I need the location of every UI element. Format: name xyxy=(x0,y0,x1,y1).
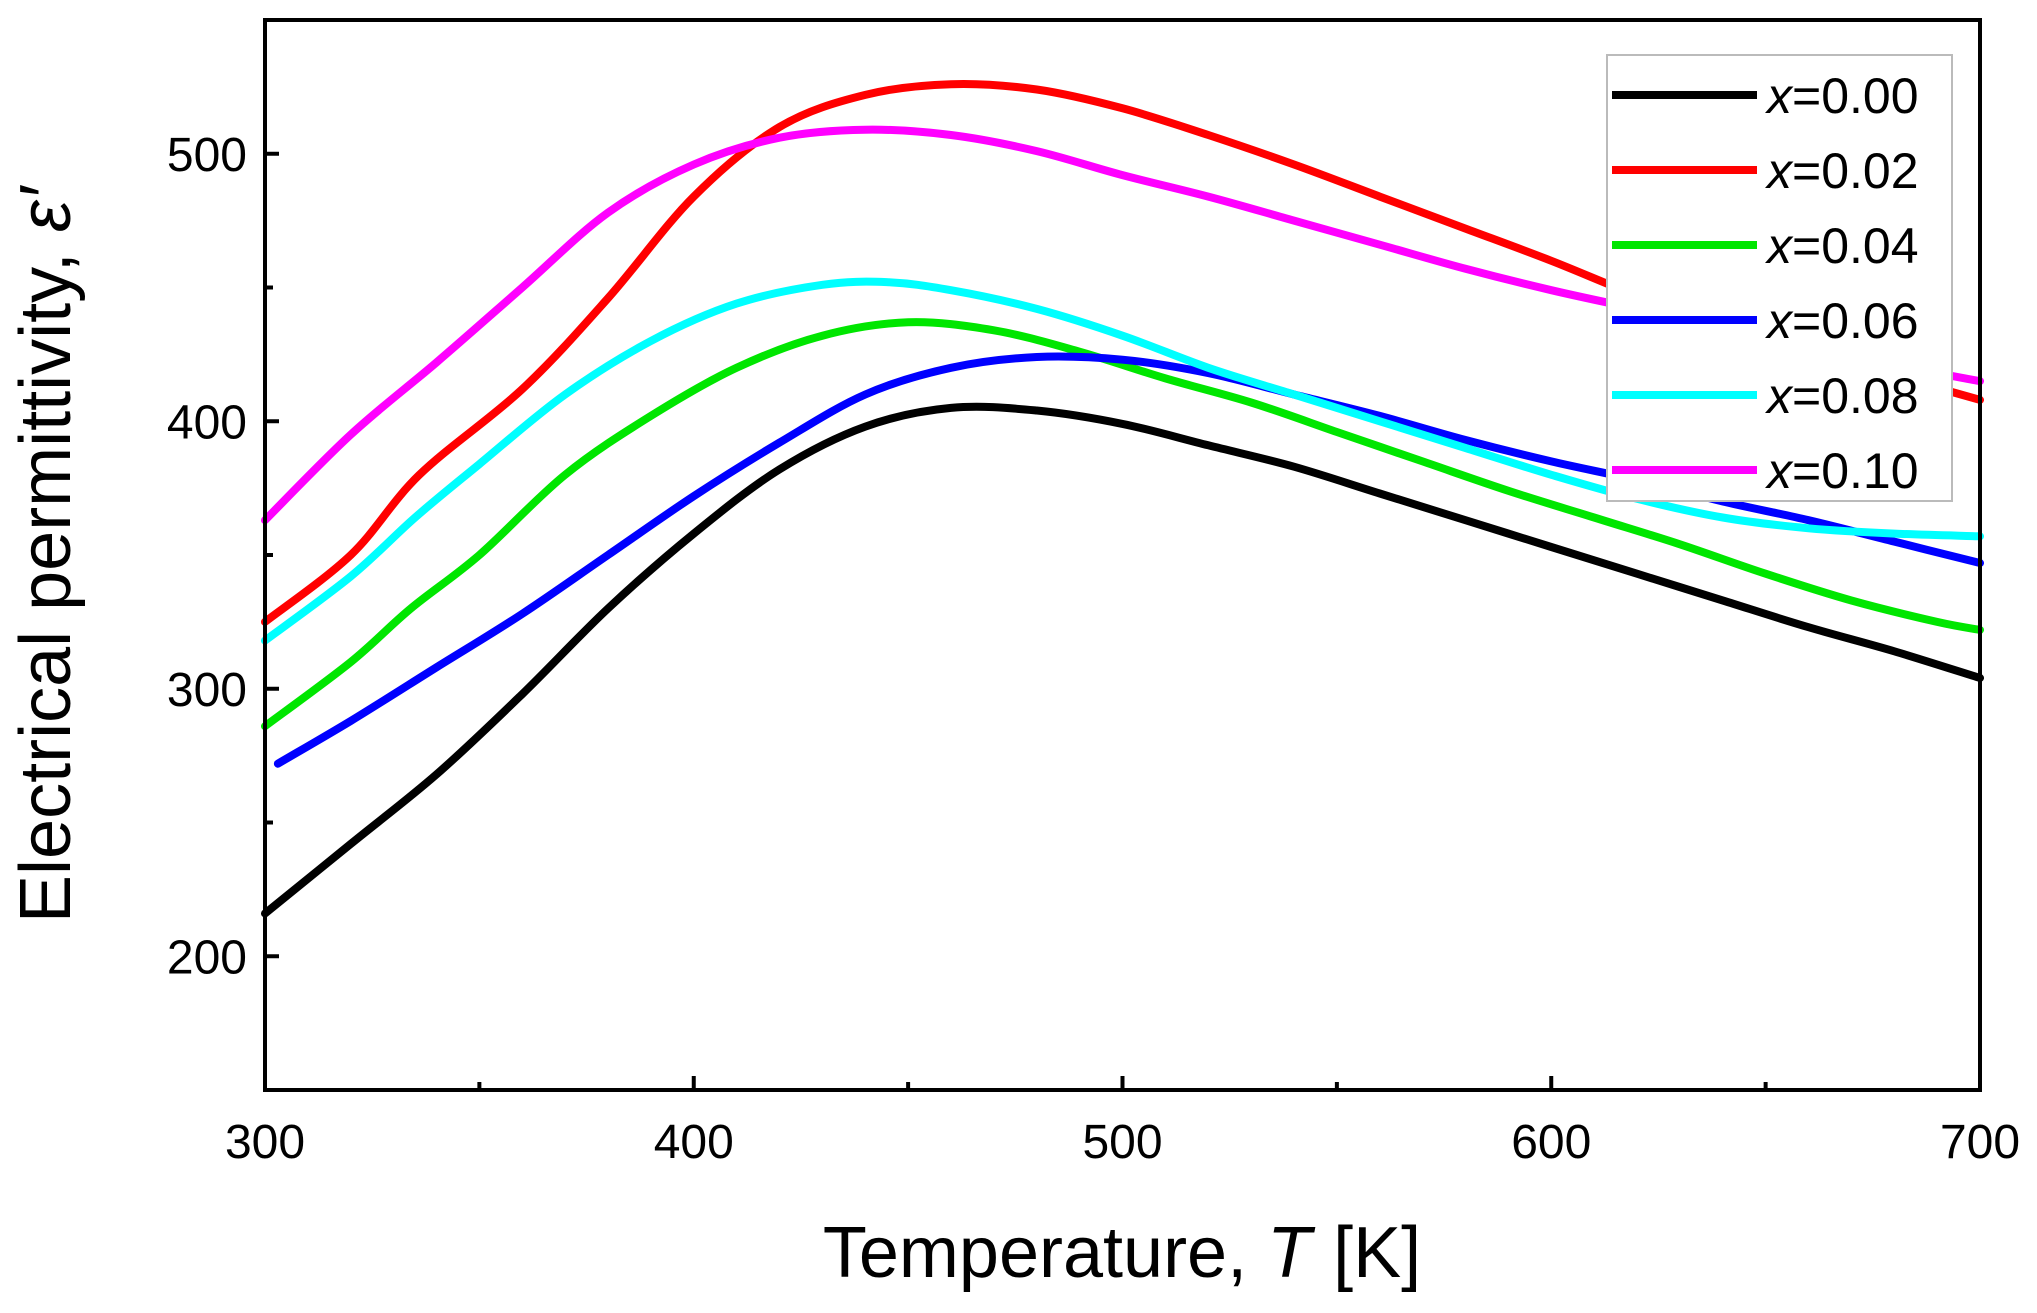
x-tick-label-1: 400 xyxy=(654,1116,734,1169)
y-tick-label-3: 500 xyxy=(167,129,247,182)
legend-label-0: x=0.00 xyxy=(1765,68,1919,124)
legend-label-1: x=0.02 xyxy=(1765,143,1919,199)
series-line-0 xyxy=(261,402,1984,918)
y-axis-title: Electrical permittivity, ε′ xyxy=(6,185,86,923)
y-tick-label-1: 300 xyxy=(167,664,247,717)
legend-label-2: x=0.04 xyxy=(1765,218,1919,274)
series-line-4 xyxy=(261,277,1984,645)
y-tick-label-2: 400 xyxy=(167,396,247,449)
x-tick-label-2: 500 xyxy=(1082,1116,1162,1169)
x-axis-title-text: Temperature, xyxy=(823,1213,1267,1293)
legend: x=0.00 x=0.02 x=0.04 x=0.06 x=0.08 x=0.10 xyxy=(1606,54,1953,502)
x-axis-title: Temperature, T [K] xyxy=(823,1213,1421,1293)
x-axis-title-variable: T xyxy=(1267,1213,1316,1293)
x-tick-label-0: 300 xyxy=(225,1116,305,1169)
y-axis-title-variable: ε′ xyxy=(6,185,86,233)
x-axis-title-unit: [K] xyxy=(1333,1213,1421,1293)
y-axis-title-text: Electrical permittivity, xyxy=(6,232,86,923)
x-tick-label-3: 600 xyxy=(1511,1116,1591,1169)
tick-layer: 300 400 500 600 700 200 300 400 500 xyxy=(167,129,2020,1169)
y-tick-label-0: 200 xyxy=(167,931,247,984)
legend-label-4: x=0.08 xyxy=(1765,368,1919,424)
legend-label-3: x=0.06 xyxy=(1765,293,1919,349)
series-layer xyxy=(261,80,1984,918)
legend-box xyxy=(1606,54,1953,502)
x-tick-label-4: 700 xyxy=(1940,1116,2020,1169)
legend-label-5: x=0.10 xyxy=(1765,443,1919,499)
